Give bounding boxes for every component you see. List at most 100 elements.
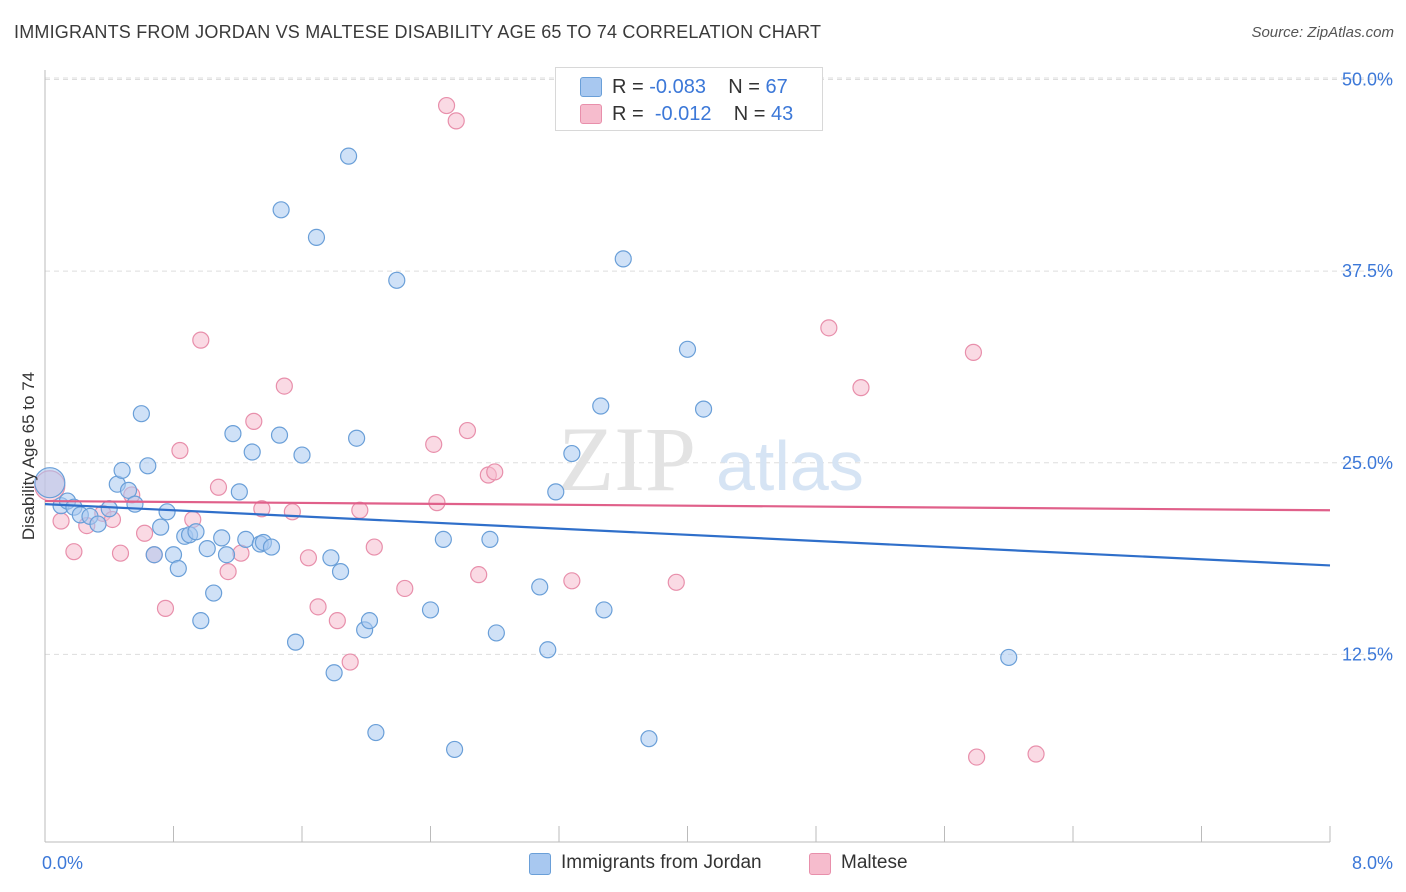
legend-label-maltese: Maltese — [841, 852, 908, 873]
maltese-point — [425, 435, 443, 453]
jordan-point — [34, 467, 66, 499]
jordan-point — [421, 601, 440, 619]
maltese-point — [309, 598, 327, 616]
jordan-point — [481, 530, 499, 549]
jordan-point — [152, 518, 170, 536]
legend-n-label: N = — [733, 103, 766, 125]
watermark-zip: ZIP — [558, 408, 696, 510]
jordan-point — [307, 228, 326, 246]
jordan-point — [217, 546, 236, 564]
maltese-point — [458, 421, 477, 440]
maltese-point — [396, 579, 414, 598]
jordan-point — [360, 612, 379, 630]
legend-swatch-maltese — [809, 853, 831, 875]
jordan-point — [286, 633, 305, 651]
jordan-point — [1000, 648, 1018, 667]
jordan-point — [487, 624, 505, 642]
y-tick-label: 37.5% — [1342, 261, 1393, 281]
maltese-point — [209, 478, 228, 496]
jordan-point — [213, 529, 231, 547]
legend-n-label: N = — [728, 76, 760, 98]
jordan-point — [145, 546, 163, 564]
chart-title: IMMIGRANTS FROM JORDAN VS MALTESE DISABI… — [14, 22, 822, 42]
tick-labels: 12.5% 25.0% 37.5% 50.0% 0.0% 8.0% — [42, 70, 1393, 874]
maltese-point — [341, 653, 359, 671]
maltese-point — [667, 573, 685, 591]
jordan-point — [325, 664, 343, 682]
jordan-point — [187, 523, 205, 541]
jordan-point — [531, 578, 549, 596]
maltese-point — [563, 572, 581, 590]
y-tick-label: 50.0% — [1342, 70, 1393, 90]
legend-r-label: R = — [612, 76, 644, 98]
jordan-point — [595, 601, 613, 619]
legend-swatch-jordan — [580, 77, 602, 97]
watermark-atlas: atlas — [716, 427, 864, 505]
y-axis-label: Disability Age 65 to 74 — [19, 372, 38, 540]
maltese-point — [111, 544, 130, 562]
maltese-point — [156, 599, 175, 617]
jordan-point — [293, 446, 311, 464]
jordan-trend-line — [44, 503, 1331, 567]
maltese-point — [219, 562, 237, 581]
maltese-point — [245, 412, 263, 430]
legend-n-value: 67 — [765, 76, 788, 98]
maltese-point — [171, 441, 189, 460]
jordan-point — [547, 483, 565, 501]
jordan-point — [205, 584, 223, 602]
jordan-point — [348, 429, 366, 447]
legend-swatch-jordan — [529, 853, 551, 875]
legend-swatch-maltese — [580, 104, 602, 124]
jordan-point — [539, 641, 557, 659]
x-tick-label: 0.0% — [42, 853, 83, 873]
maltese-point — [283, 503, 301, 521]
jordan-point — [640, 730, 658, 748]
maltese-point — [365, 538, 383, 556]
jordan-point — [100, 500, 118, 518]
maltese-point — [135, 524, 154, 542]
maltese-point — [328, 612, 346, 630]
jordan-point — [243, 443, 261, 461]
maltese-point — [486, 463, 504, 481]
maltese-point — [192, 331, 210, 349]
jordan-point — [169, 559, 187, 578]
jordan-point — [119, 481, 138, 499]
maltese-point — [447, 112, 465, 130]
legend-r-label: R = — [612, 103, 644, 125]
chart-source: Source: ZipAtlas.com — [1251, 24, 1394, 41]
jordan-point — [614, 250, 632, 268]
maltese-point — [964, 343, 983, 361]
maltese-point — [968, 748, 986, 766]
maltese-point — [275, 377, 293, 395]
jordan-point — [132, 405, 150, 423]
maltese-point — [428, 494, 446, 512]
maltese-point — [65, 543, 83, 561]
jordan-point — [445, 740, 464, 759]
jordan-point — [434, 530, 452, 549]
jordan-point — [158, 503, 176, 521]
legend-n-value: 43 — [771, 103, 794, 125]
jordan-point — [331, 562, 350, 581]
maltese-point — [852, 379, 870, 397]
maltese-point — [299, 549, 318, 567]
correlation-legend: R = -0.083 N = 67 R = -0.012 N = 43 — [555, 67, 823, 131]
legend-r-value: -0.083 — [649, 76, 706, 98]
maltese-point — [470, 566, 488, 584]
jordan-point — [139, 457, 157, 475]
jordan-points — [34, 147, 1018, 759]
maltese-point — [351, 501, 369, 519]
axes — [44, 70, 1331, 843]
legend-r-value: -0.012 — [654, 103, 712, 125]
jordan-point — [224, 425, 242, 443]
maltese-point — [820, 319, 838, 337]
jordan-point — [694, 400, 713, 418]
legend-label-jordan: Immigrants from Jordan — [561, 852, 762, 873]
jordan-point — [230, 483, 248, 501]
jordan-point — [388, 271, 406, 289]
jordan-point — [113, 461, 131, 480]
y-tick-label: 12.5% — [1342, 644, 1393, 664]
jordan-point — [272, 201, 290, 219]
trend-lines — [44, 499, 1331, 567]
y-tick-label: 25.0% — [1342, 453, 1393, 473]
